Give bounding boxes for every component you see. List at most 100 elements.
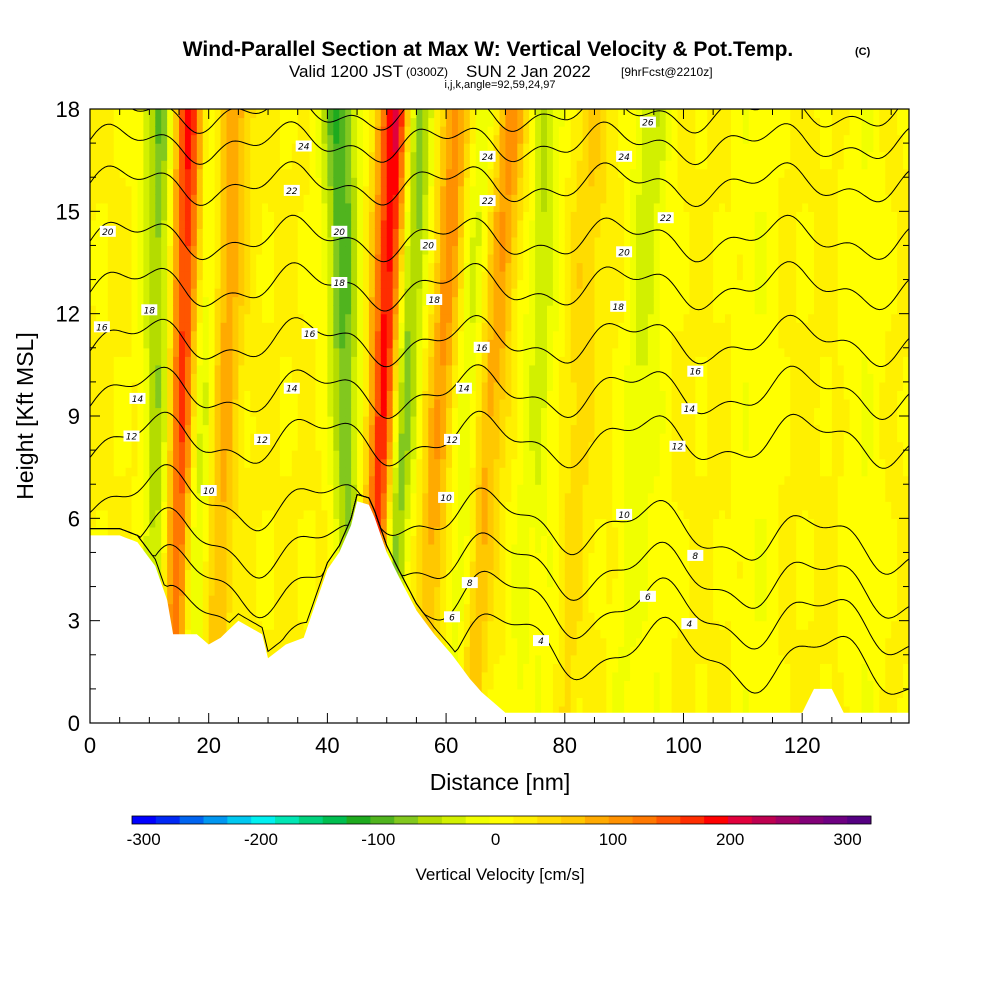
velocity-cell — [232, 458, 239, 468]
velocity-cell — [398, 228, 406, 238]
velocity-cell — [297, 424, 305, 434]
velocity-cell — [303, 117, 311, 127]
velocity-cell — [487, 253, 495, 264]
velocity-cell — [333, 364, 340, 374]
velocity-cell — [422, 398, 429, 409]
velocity-cell — [475, 305, 483, 315]
velocity-cell — [238, 484, 245, 494]
velocity-cell — [440, 109, 447, 119]
velocity-cell — [262, 271, 269, 281]
velocity-cell — [149, 271, 156, 281]
velocity-cell — [273, 305, 281, 315]
velocity-cell — [137, 373, 145, 383]
velocity-cell — [149, 177, 156, 187]
velocity-cell — [297, 262, 305, 272]
velocity-cell — [315, 134, 323, 144]
velocity-cell — [493, 416, 501, 426]
velocity-cell — [339, 407, 346, 417]
velocity-cell — [125, 211, 133, 221]
velocity-cell — [351, 117, 358, 127]
velocity-cell — [416, 126, 423, 136]
velocity-cell — [493, 407, 501, 417]
velocity-cell — [167, 339, 174, 349]
velocity-cell — [446, 535, 453, 545]
velocity-cell — [309, 526, 317, 536]
velocity-cell — [297, 458, 305, 468]
velocity-cell — [167, 236, 174, 247]
velocity-cell — [446, 578, 453, 588]
velocity-cell — [368, 236, 376, 247]
velocity-cell — [268, 253, 275, 264]
velocity-cell — [161, 390, 168, 400]
velocity-cell — [113, 458, 121, 468]
velocity-cell — [493, 688, 501, 699]
velocity-cell — [357, 296, 364, 306]
velocity-cell — [196, 177, 204, 187]
velocity-cell — [339, 398, 346, 409]
velocity-cell — [457, 202, 465, 212]
velocity-cell — [184, 288, 192, 298]
velocity-cell — [238, 501, 245, 511]
velocity-cell — [380, 305, 388, 315]
velocity-cell — [184, 612, 192, 622]
velocity-cell — [268, 390, 275, 400]
velocity-cell — [167, 296, 174, 306]
velocity-cell — [434, 484, 441, 494]
velocity-cell — [357, 143, 364, 153]
velocity-cell — [398, 543, 406, 554]
velocity-cell — [131, 509, 139, 519]
velocity-cell — [463, 339, 471, 349]
velocity-cell — [250, 484, 257, 494]
velocity-cell — [440, 424, 447, 434]
velocity-cell — [107, 416, 115, 426]
velocity-cell — [315, 279, 323, 289]
velocity-cell — [345, 202, 352, 212]
velocity-cell — [155, 390, 162, 400]
velocity-cell — [309, 407, 317, 417]
velocity-cell — [119, 416, 127, 426]
velocity-cell — [268, 313, 275, 323]
velocity-cell — [220, 262, 228, 272]
velocity-cell — [279, 356, 287, 366]
velocity-cell — [143, 364, 150, 374]
velocity-cell — [273, 160, 281, 170]
velocity-cell — [226, 492, 234, 502]
velocity-cell — [333, 509, 340, 519]
velocity-cell — [309, 228, 317, 238]
velocity-cell — [161, 322, 168, 332]
velocity-cell — [131, 518, 139, 528]
velocity-cell — [380, 416, 388, 426]
velocity-cell — [244, 424, 251, 434]
velocity-cell — [428, 117, 435, 127]
velocity-cell — [339, 339, 346, 349]
velocity-cell — [214, 236, 222, 247]
velocity-cell — [452, 450, 459, 460]
velocity-cell — [315, 262, 323, 272]
velocity-cell — [90, 228, 97, 238]
velocity-cell — [374, 390, 382, 400]
velocity-cell — [238, 433, 245, 443]
velocity-cell — [250, 433, 257, 443]
velocity-cell — [179, 373, 186, 383]
velocity-cell — [380, 484, 388, 494]
velocity-cell — [101, 339, 109, 349]
velocity-cell — [457, 177, 465, 187]
velocity-cell — [244, 484, 251, 494]
velocity-cell — [119, 151, 127, 161]
velocity-cell — [285, 526, 293, 536]
velocity-cell — [428, 543, 435, 554]
velocity-cell — [179, 364, 186, 374]
velocity-cell — [90, 424, 97, 434]
velocity-cell — [279, 262, 287, 272]
velocity-cell — [220, 313, 228, 323]
velocity-cell — [309, 433, 317, 443]
velocity-cell — [143, 151, 150, 161]
velocity-cell — [285, 569, 293, 579]
velocity-cell — [422, 339, 429, 349]
velocity-cell — [232, 160, 239, 170]
velocity-cell — [173, 219, 180, 229]
velocity-cell — [452, 330, 459, 340]
velocity-cell — [131, 211, 139, 221]
velocity-cell — [262, 373, 269, 383]
velocity-cell — [321, 569, 328, 579]
